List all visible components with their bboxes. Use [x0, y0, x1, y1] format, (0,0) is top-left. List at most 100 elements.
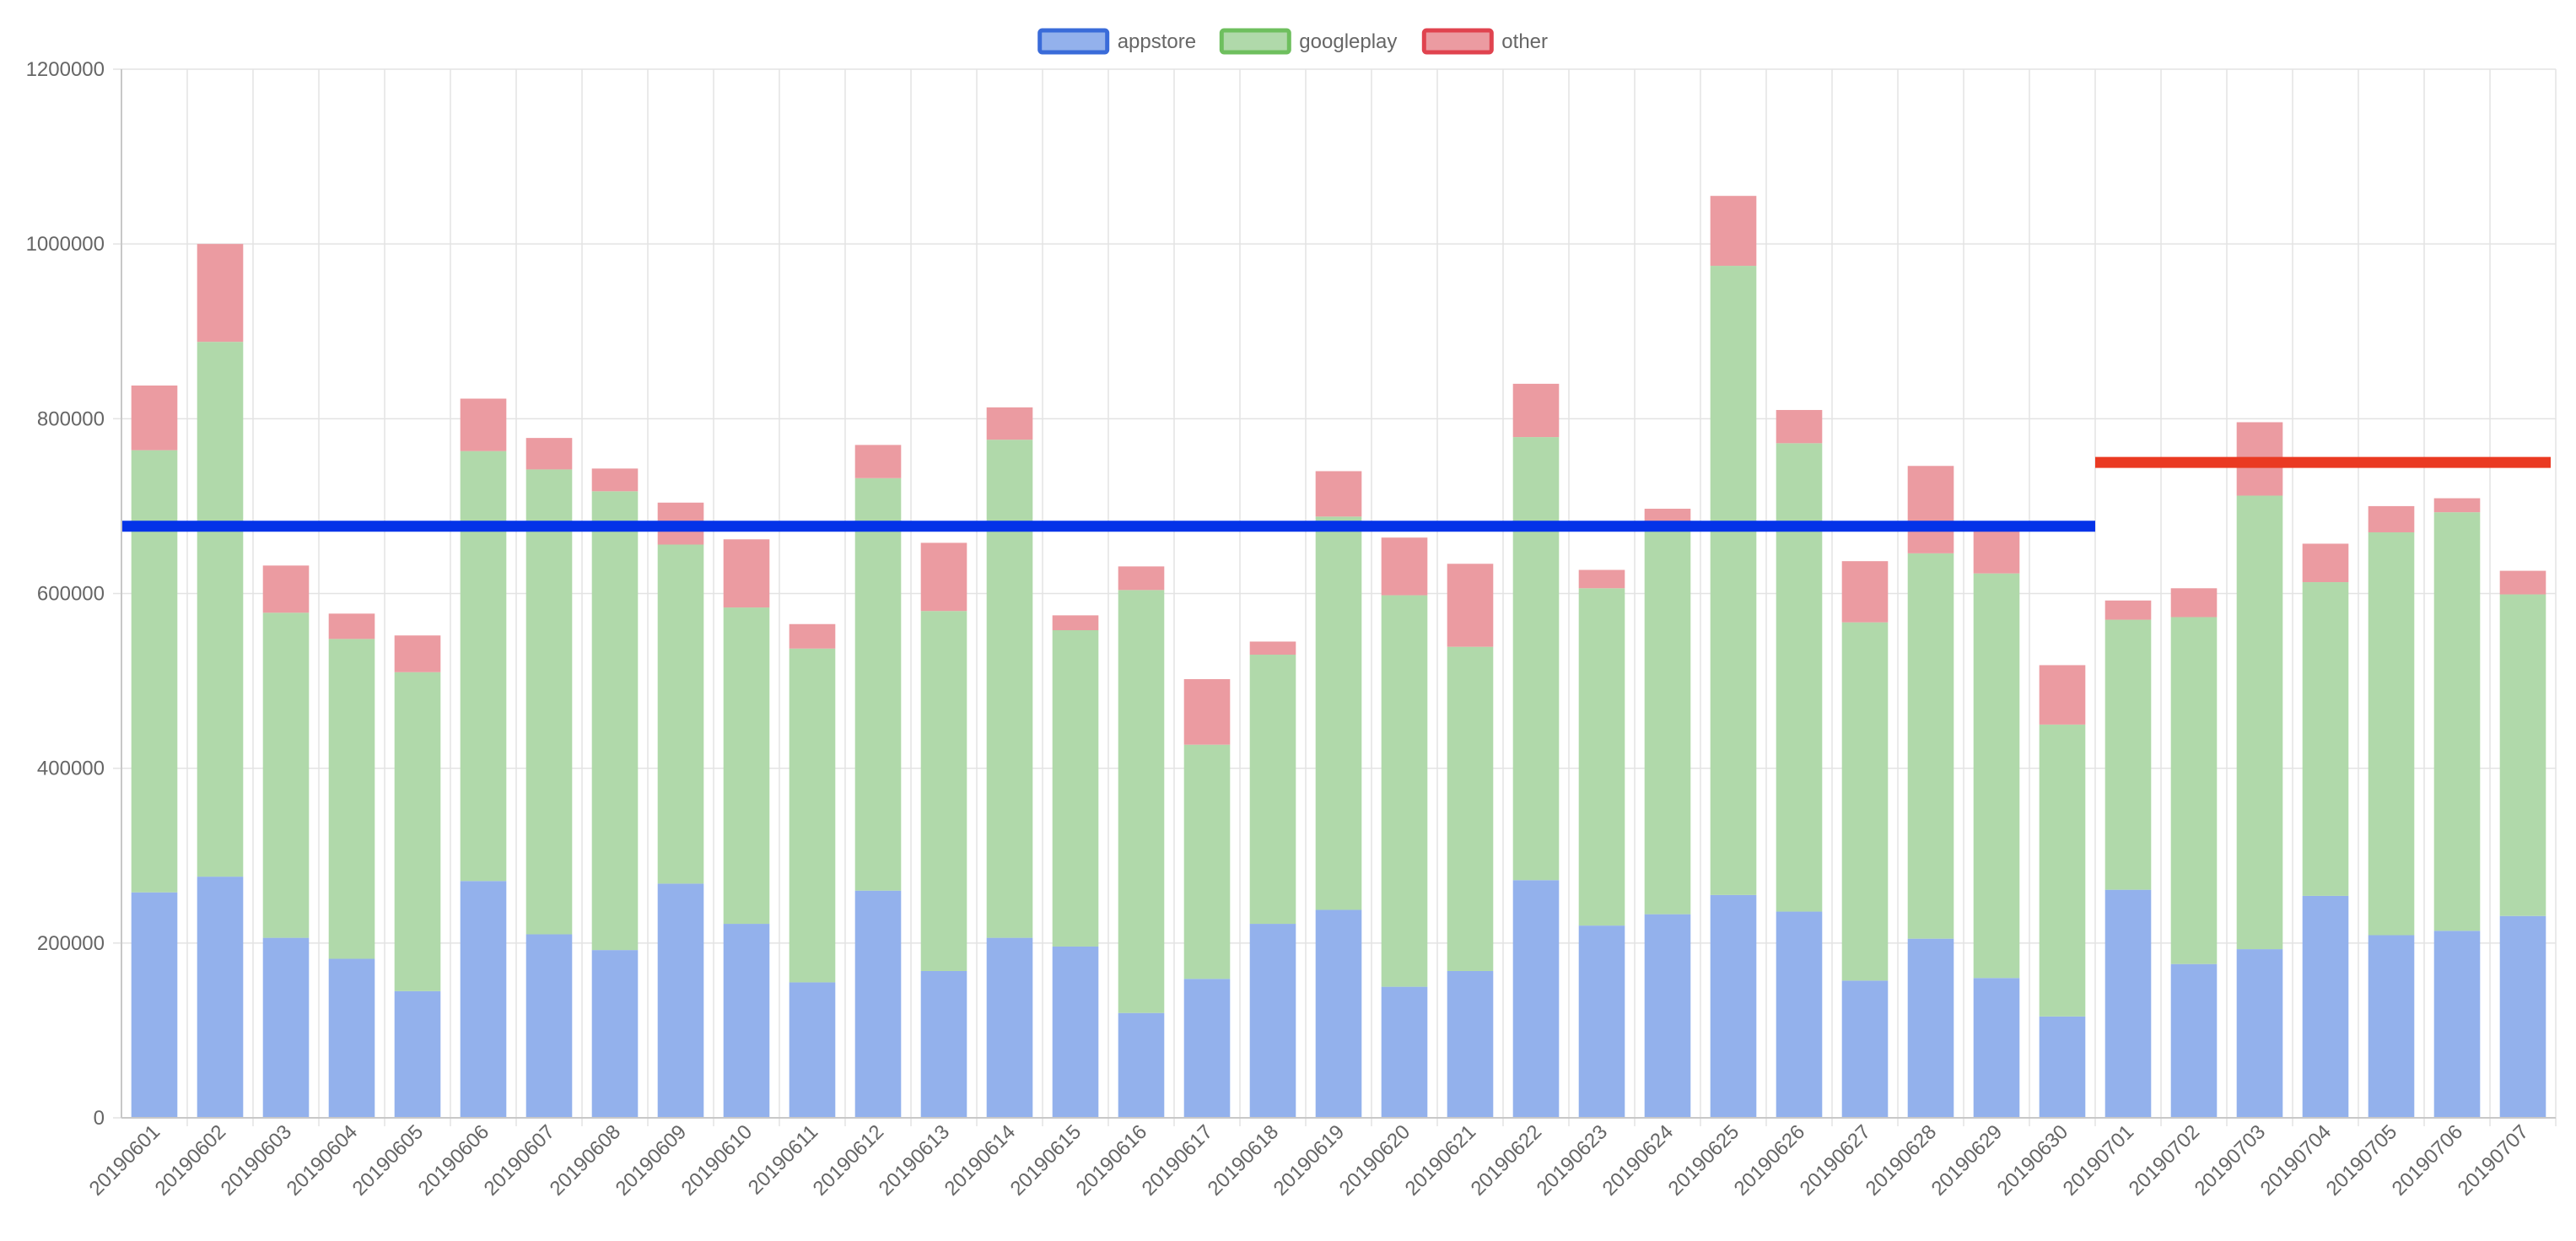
bar-appstore — [920, 970, 967, 1118]
x-tick-label: 20190614 — [940, 1120, 1021, 1201]
bar-appstore — [657, 883, 704, 1118]
bar-other — [2433, 498, 2481, 513]
bar-other — [2104, 600, 2152, 620]
bar-other — [1447, 564, 1494, 647]
bar-googleplay — [131, 450, 178, 893]
legend-label-other[interactable]: other — [1501, 30, 1548, 53]
x-tick-label: 20190615 — [1006, 1120, 1086, 1201]
bar-appstore — [1447, 970, 1494, 1118]
bar-appstore — [2236, 949, 2283, 1118]
y-tick-label: 600000 — [37, 583, 105, 606]
legend-swatch-appstore[interactable] — [1037, 28, 1110, 55]
x-tick-label: 20190602 — [151, 1120, 231, 1201]
x-tick-label: 20190606 — [414, 1120, 494, 1201]
y-tick-label: 1000000 — [26, 233, 105, 256]
x-tick-label: 20190707 — [2454, 1120, 2534, 1201]
bar-googleplay — [328, 639, 375, 959]
bar-googleplay — [1710, 266, 1757, 895]
bar-other — [2170, 588, 2218, 618]
x-tick-label: 20190627 — [1796, 1120, 1876, 1201]
bar-googleplay — [525, 469, 573, 935]
bar-other — [1118, 566, 1165, 591]
x-tick-label: 20190706 — [2388, 1120, 2468, 1201]
legend-swatch-googleplay[interactable] — [1219, 28, 1291, 55]
y-tick-label: 200000 — [37, 932, 105, 955]
bar-googleplay — [1776, 443, 1823, 912]
bar-other — [1315, 471, 1362, 517]
x-tick-label: 20190609 — [612, 1120, 692, 1201]
legend-label-googleplay[interactable]: googleplay — [1299, 30, 1397, 53]
x-tick-label: 20190605 — [348, 1120, 428, 1201]
bar-googleplay — [2433, 512, 2481, 931]
bar-googleplay — [1841, 622, 1889, 981]
bar-googleplay — [2236, 495, 2283, 950]
bar-appstore — [1841, 980, 1889, 1118]
bar-appstore — [2039, 1016, 2086, 1118]
bar-other — [131, 385, 178, 451]
bar-other — [854, 445, 902, 478]
bar-appstore — [460, 881, 507, 1118]
bar-googleplay — [2170, 617, 2218, 964]
bar-appstore — [2499, 915, 2546, 1118]
x-tick-label: 20190603 — [217, 1120, 297, 1201]
x-tick-label: 20190705 — [2322, 1120, 2402, 1201]
bar-other — [723, 539, 770, 608]
bar-other — [1710, 196, 1757, 267]
bar-other — [1578, 569, 1625, 589]
bar-other — [1644, 509, 1691, 523]
bar-other — [1512, 383, 1560, 438]
x-tick-label: 20190619 — [1269, 1120, 1350, 1201]
reference-lines — [121, 456, 2551, 532]
bar-other — [920, 542, 967, 612]
bar-other — [2368, 505, 2415, 532]
bar-other — [591, 468, 639, 492]
bar-googleplay — [657, 544, 704, 884]
x-tick-label: 20190604 — [283, 1120, 363, 1201]
bar-googleplay — [723, 607, 770, 925]
x-tick-label: 20190607 — [480, 1120, 560, 1201]
x-tick-label: 20190704 — [2256, 1120, 2336, 1201]
x-tick-label: 20190630 — [1993, 1120, 2073, 1201]
bar-googleplay — [1578, 588, 1625, 926]
bar-other — [460, 398, 507, 451]
x-tick-label: 20190625 — [1664, 1120, 1744, 1201]
bar-googleplay — [2039, 724, 2086, 1017]
bar-appstore — [1315, 909, 1362, 1118]
bar-googleplay — [1907, 553, 1954, 939]
bar-other — [262, 565, 310, 613]
bar-appstore — [1249, 924, 1296, 1118]
bar-appstore — [262, 937, 310, 1118]
bar-googleplay — [262, 612, 310, 938]
bar-appstore — [986, 937, 1033, 1118]
bar-googleplay — [2368, 531, 2415, 936]
bar-other — [1249, 641, 1296, 656]
bar-googleplay — [591, 491, 639, 951]
bar-googleplay — [854, 478, 902, 891]
bar-other — [197, 244, 244, 343]
bar-appstore — [328, 958, 375, 1118]
bar-other — [328, 613, 375, 639]
bar-other — [1776, 409, 1823, 444]
bar-other — [2302, 543, 2349, 583]
bar-appstore — [854, 890, 902, 1118]
bar-appstore — [1644, 914, 1691, 1118]
bar-googleplay — [1973, 573, 2020, 979]
bar-googleplay — [460, 451, 507, 882]
bar-appstore — [1578, 925, 1625, 1118]
legend: appstore googleplay other — [1037, 28, 1548, 55]
bar-appstore — [1776, 911, 1823, 1118]
bar-appstore — [789, 982, 836, 1118]
bar-googleplay — [1512, 437, 1560, 881]
x-tick-label: 20190608 — [546, 1120, 626, 1201]
x-tick-label: 20190629 — [1927, 1120, 2007, 1201]
bar-other — [2039, 665, 2086, 725]
bar-googleplay — [1381, 595, 1428, 987]
legend-label-appstore[interactable]: appstore — [1118, 30, 1196, 53]
legend-swatch-other[interactable] — [1421, 28, 1494, 55]
x-tick-label: 20190622 — [1467, 1120, 1547, 1201]
x-tick-label: 20190703 — [2191, 1120, 2271, 1201]
x-tick-label: 20190618 — [1204, 1120, 1284, 1201]
bar-appstore — [2170, 963, 2218, 1118]
x-tick-label: 20190610 — [677, 1120, 757, 1201]
